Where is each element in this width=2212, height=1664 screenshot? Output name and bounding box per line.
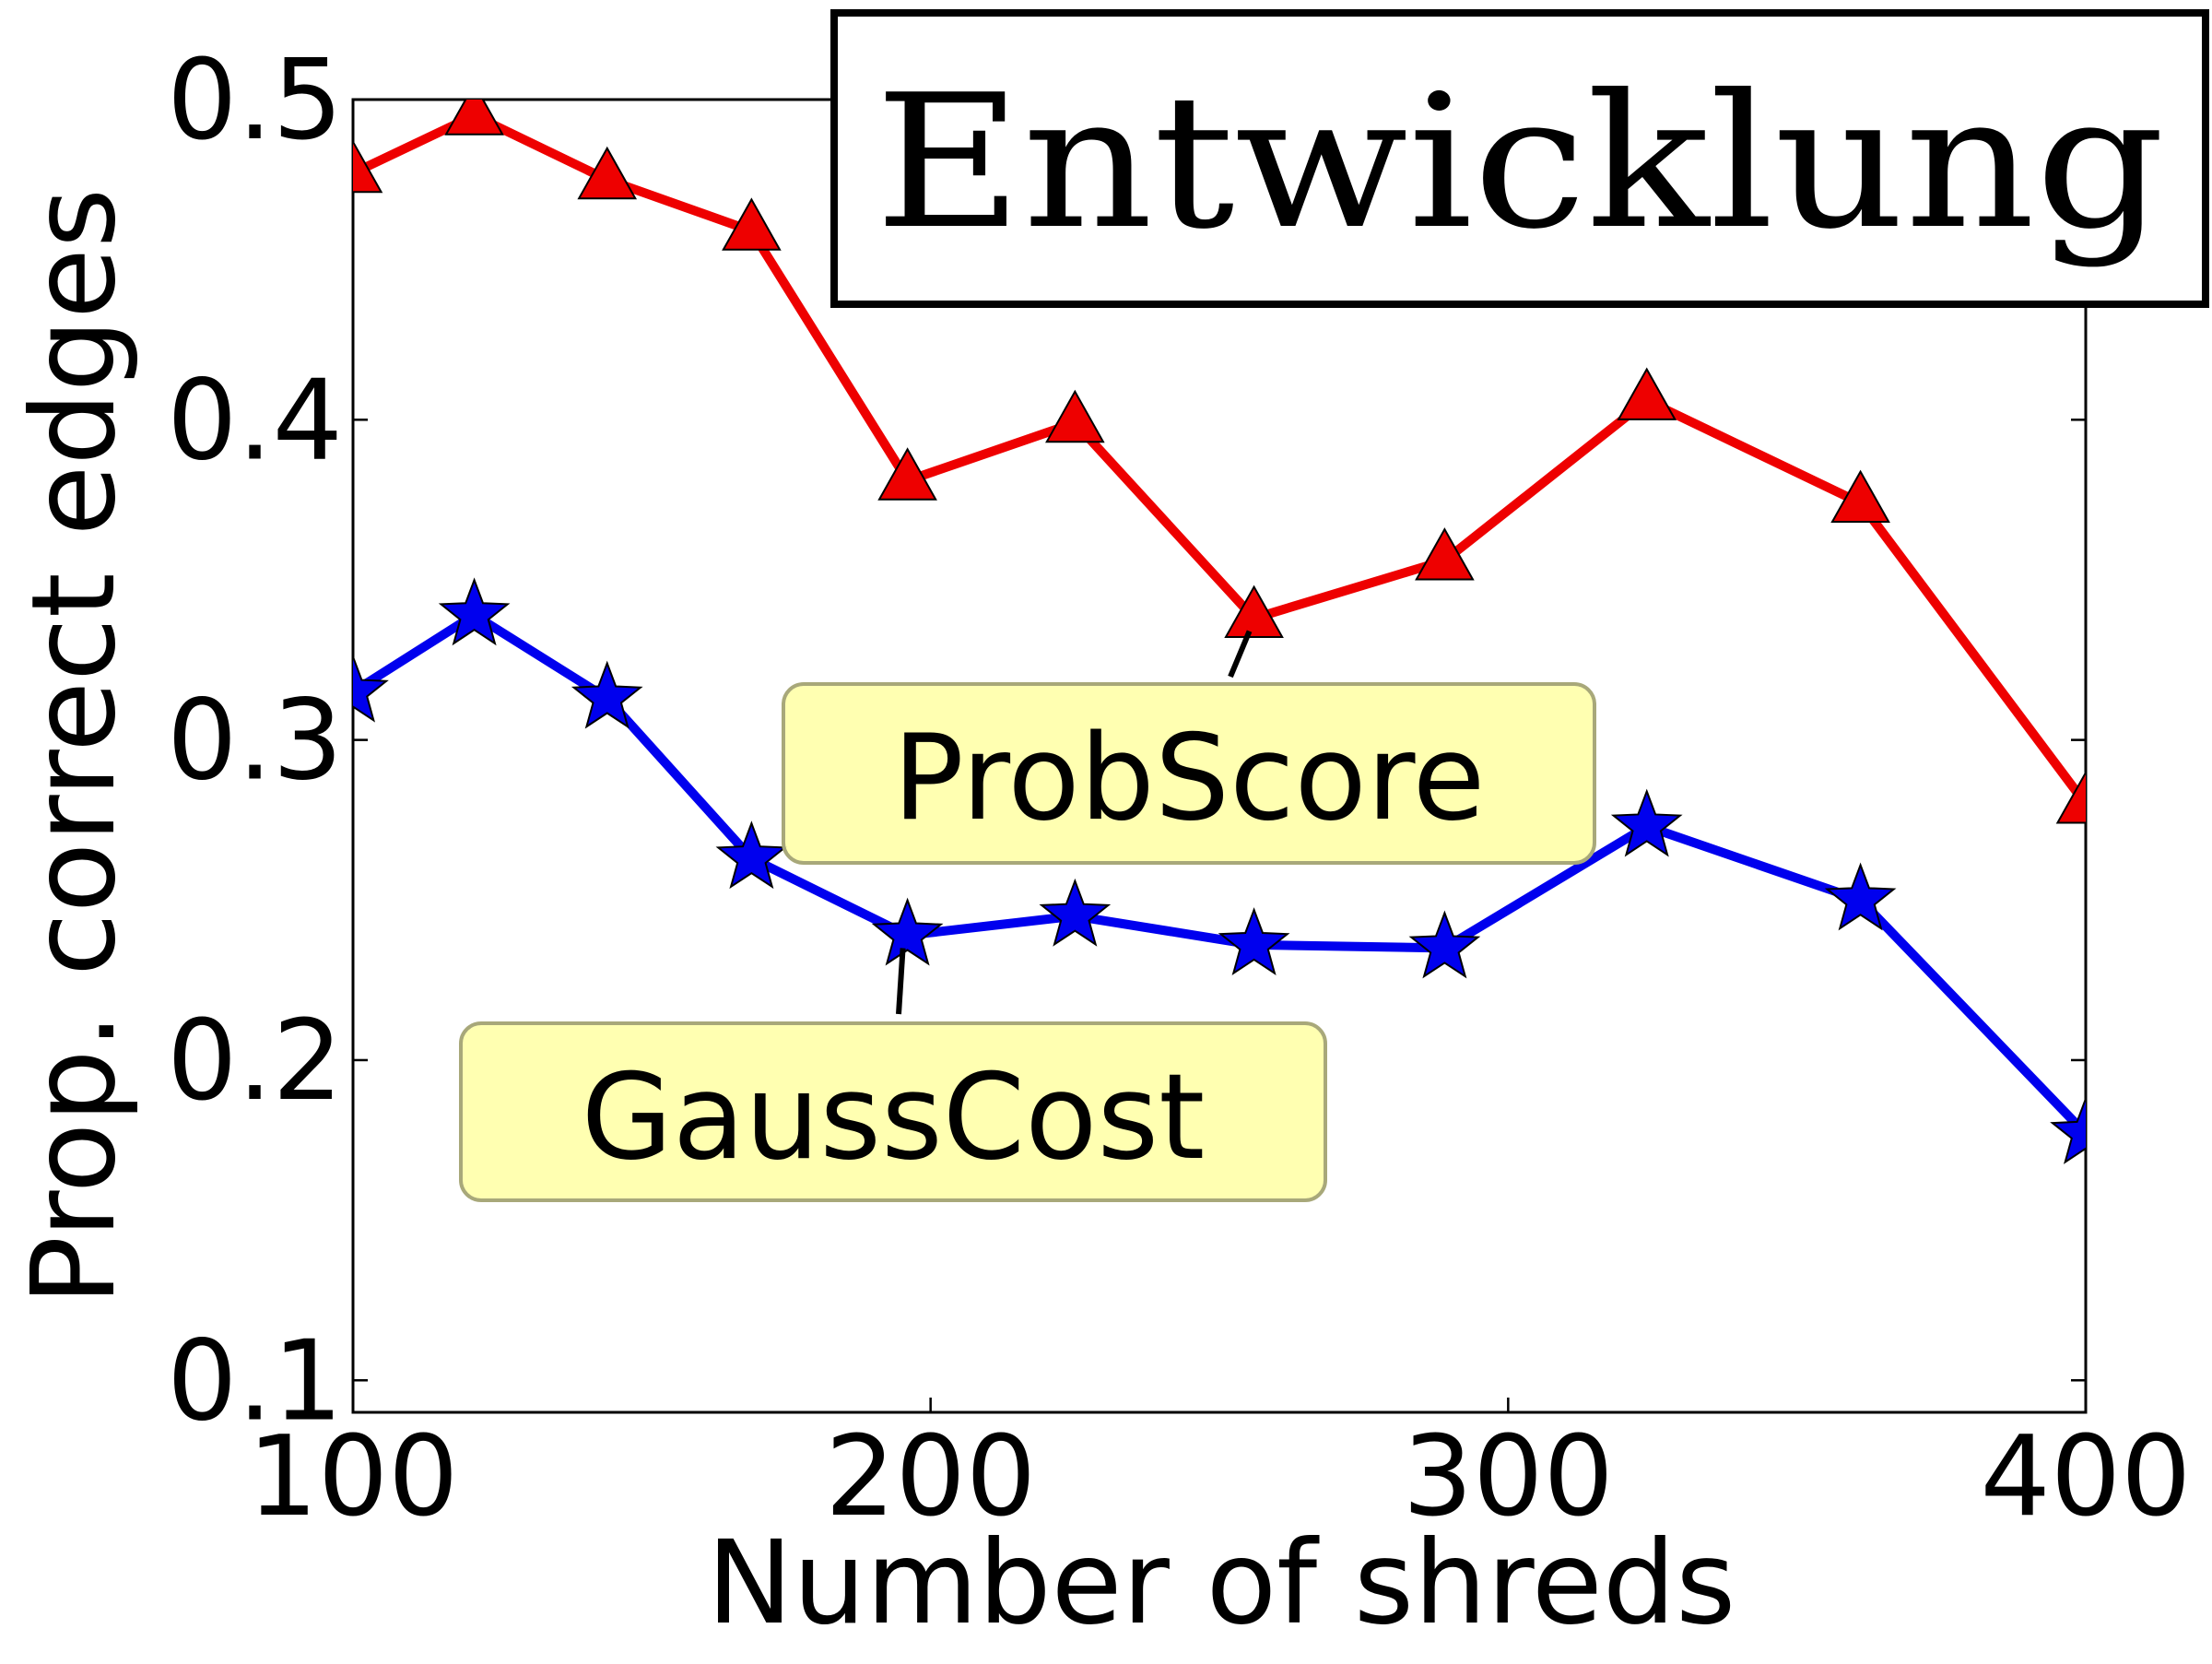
data-point xyxy=(353,654,389,723)
annotation-leader xyxy=(1228,630,1253,679)
y-axis-label: Prop. correct edges xyxy=(7,188,141,1305)
data-point xyxy=(571,660,643,729)
inset-word: Entwicklung xyxy=(875,55,2165,270)
data-point xyxy=(353,139,383,194)
data-point xyxy=(577,146,638,200)
data-point xyxy=(1610,788,1683,857)
annotation-leader xyxy=(896,948,906,1015)
y-tick-label: 0.5 xyxy=(167,37,343,165)
data-point xyxy=(2055,771,2086,824)
data-point xyxy=(715,820,788,890)
data-point xyxy=(444,100,504,136)
y-tick-label: 0.3 xyxy=(167,678,343,806)
data-point xyxy=(871,897,944,966)
series-probscore xyxy=(353,100,2086,824)
data-point xyxy=(1408,910,1481,979)
data-point xyxy=(1218,907,1290,975)
data-point xyxy=(1045,389,1105,443)
data-point xyxy=(2050,1095,2086,1164)
annotation-probscore: ProbScore xyxy=(782,630,1596,865)
data-point xyxy=(1415,527,1475,581)
annotation-box xyxy=(782,682,1596,865)
data-point xyxy=(1830,469,1890,524)
data-point xyxy=(1224,584,1284,639)
annotation-label: GaussCost xyxy=(582,1049,1206,1186)
x-tick-label: 300 xyxy=(1403,1413,1614,1541)
data-point xyxy=(438,577,511,646)
data-point xyxy=(1617,367,1677,420)
series-layer xyxy=(353,100,2086,1164)
inset-frame xyxy=(830,9,2209,308)
y-tick-label: 0.4 xyxy=(167,357,343,485)
y-axis-ticks: 0.1 0.2 0.3 0.4 0.5 xyxy=(167,37,2086,1446)
x-axis-label: Number of shreds xyxy=(707,1516,1735,1650)
x-axis-ticks: 100 200 300 400 xyxy=(247,100,2192,1541)
data-point xyxy=(1824,862,1897,931)
annotation-gausscost: GaussCost xyxy=(459,948,1327,1202)
x-tick-label: 200 xyxy=(825,1413,1036,1541)
inset-word-image: Entwicklung xyxy=(830,9,2209,308)
x-tick-label: 400 xyxy=(1980,1413,2191,1541)
series-gausscost xyxy=(353,577,2086,1164)
y-tick-label: 0.2 xyxy=(167,997,343,1126)
x-tick-label: 100 xyxy=(247,1413,458,1541)
y-tick-label: 0.1 xyxy=(167,1317,343,1446)
annotation-layer: ProbScore GaussCost xyxy=(459,630,1596,1202)
annotation-box xyxy=(459,1021,1327,1202)
data-point xyxy=(877,447,937,501)
data-point xyxy=(1039,878,1112,947)
data-point xyxy=(722,197,782,251)
annotation-label: ProbScore xyxy=(893,710,1486,847)
